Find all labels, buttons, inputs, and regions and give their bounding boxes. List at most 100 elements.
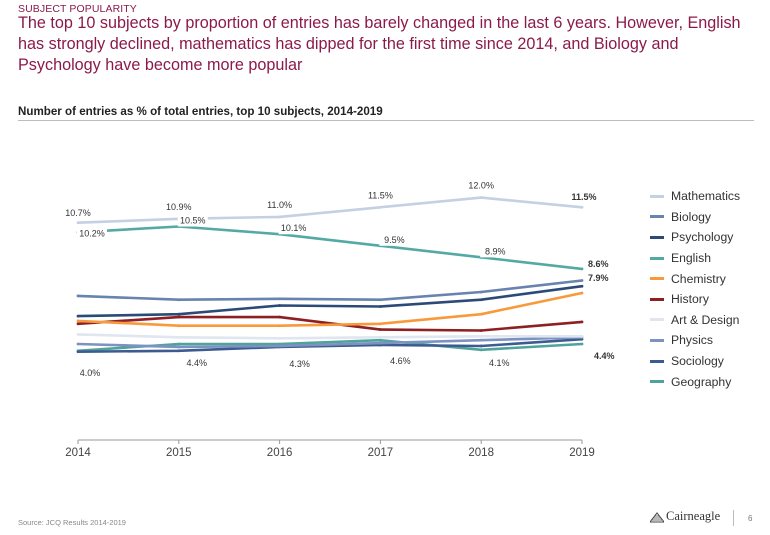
- legend-item-mathematics: Mathematics: [650, 186, 740, 207]
- point-geography-2017: [379, 338, 382, 342]
- point-psychology-2018: [479, 298, 483, 302]
- point-chemistry-2015: [177, 324, 181, 328]
- legend-label-biology: Biology: [671, 209, 711, 224]
- series-line-art-design: [77, 333, 582, 340]
- point-biology-2017: [379, 298, 382, 302]
- x-tick-label-2015: 2015: [166, 447, 192, 459]
- legend-swatch-chemistry: [650, 277, 664, 281]
- legend-label-art-design: Art & Design: [671, 312, 740, 327]
- x-tick-label-2019: 2019: [569, 447, 595, 459]
- chart-subtitle: Number of entries as % of total entries,…: [18, 105, 383, 118]
- subtitle-divider: [18, 120, 754, 121]
- series-line-biology: [77, 279, 583, 302]
- point-biology-2014: [76, 294, 80, 298]
- point-mathematics-2016: [278, 215, 281, 219]
- data-label-mathematics-2015: 10.9%: [166, 202, 192, 212]
- series-line-chemistry: [77, 291, 583, 328]
- point-physics-2017: [379, 341, 382, 345]
- data-label-biology-2019: 8.6%: [588, 259, 609, 269]
- data-label-english-2019: 7.9%: [588, 273, 609, 283]
- legend-item-art-design: Art & Design: [650, 310, 740, 331]
- point-chemistry-2014: [76, 319, 80, 323]
- data-label-mathematics-2018: 12.0%: [468, 181, 494, 191]
- legend-swatch-physics: [650, 338, 664, 342]
- legend-swatch-geography: [650, 380, 664, 384]
- point-art-design-2019: [580, 334, 584, 338]
- data-label-bg-english-2016: [278, 222, 309, 235]
- legend-item-english: English: [650, 248, 740, 269]
- point-geography-2015: [177, 342, 181, 346]
- legend-item-biology: Biology: [650, 207, 740, 228]
- point-mathematics-2017: [379, 205, 382, 209]
- point-art-design-2016: [278, 336, 281, 340]
- legend-label-english: English: [671, 251, 711, 266]
- legend-item-psychology: Psychology: [650, 227, 740, 248]
- point-psychology-2015: [177, 312, 181, 316]
- legend-swatch-sociology: [650, 359, 664, 363]
- data-label-geography-2019: 4.4%: [594, 351, 615, 361]
- series-line-mathematics: [77, 196, 583, 224]
- point-sociology-2015: [177, 349, 181, 353]
- point-psychology-2016: [278, 304, 281, 307]
- x-tick-label-2018: 2018: [468, 447, 494, 459]
- series-line-physics: [77, 336, 583, 349]
- data-label-geography-2017: 4.6%: [390, 356, 411, 366]
- legend-swatch-history: [650, 297, 664, 301]
- legend-swatch-art-design: [650, 318, 664, 322]
- point-chemistry-2017: [379, 322, 382, 326]
- legend-item-sociology: Sociology: [650, 351, 740, 372]
- point-english-2019: [580, 267, 584, 271]
- point-art-design-2014: [76, 333, 80, 336]
- point-history-2017: [379, 328, 382, 331]
- series-line-sociology: [77, 337, 583, 353]
- point-sociology-2018: [479, 344, 483, 348]
- page-headline: The top 10 subjects by proportion of ent…: [18, 14, 741, 74]
- data-label-mathematics-2019: 11.5%: [571, 192, 596, 202]
- point-mathematics-2019: [580, 205, 584, 209]
- point-chemistry-2018: [479, 312, 483, 316]
- legend-label-psychology: Psychology: [671, 230, 734, 245]
- point-history-2015: [177, 315, 181, 319]
- data-label-bg-english-2017: [379, 233, 410, 246]
- legend-swatch-biology: [650, 215, 664, 219]
- point-history-2018: [479, 329, 483, 332]
- legend-label-mathematics: Mathematics: [671, 189, 741, 204]
- legend-label-chemistry: Chemistry: [671, 271, 726, 286]
- legend-item-history: History: [650, 289, 740, 310]
- point-biology-2015: [177, 298, 181, 302]
- section-kicker: SUBJECT POPULARITY: [18, 3, 137, 15]
- point-biology-2018: [479, 290, 483, 294]
- point-art-design-2018: [479, 334, 483, 338]
- legend-swatch-mathematics: [650, 194, 664, 198]
- mountain-icon: [650, 511, 664, 522]
- legend-item-geography: Geography: [650, 371, 740, 392]
- point-physics-2015: [177, 345, 181, 349]
- point-mathematics-2014: [76, 221, 80, 225]
- legend-swatch-english: [650, 256, 664, 260]
- point-mathematics-2018: [479, 196, 483, 200]
- point-physics-2016: [278, 344, 281, 348]
- footer-divider: [733, 510, 734, 526]
- point-physics-2018: [479, 338, 483, 342]
- page-number: 6: [748, 514, 753, 523]
- data-label-geography-2014: 4.0%: [80, 368, 101, 378]
- data-label-mathematics-2017: 11.5%: [368, 190, 393, 200]
- point-biology-2016: [278, 297, 281, 301]
- legend-item-physics: Physics: [650, 330, 740, 351]
- series-line-psychology: [77, 284, 583, 318]
- data-label-english-2016: 10.1%: [281, 223, 307, 233]
- company-logo: Cairneagle: [650, 509, 720, 524]
- data-label-english-2017: 9.5%: [384, 235, 405, 245]
- chart-legend: Mathematics Biology Psychology English Chemi…: [650, 186, 740, 392]
- data-label-english-2015: 10.5%: [180, 216, 206, 226]
- legend-item-chemistry: Chemistry: [650, 268, 740, 289]
- point-chemistry-2016: [278, 324, 281, 328]
- point-psychology-2014: [76, 314, 80, 318]
- point-geography-2018: [479, 348, 483, 352]
- legend-label-sociology: Sociology: [671, 354, 724, 369]
- point-history-2019: [580, 320, 584, 324]
- point-art-design-2015: [177, 335, 181, 339]
- x-tick-label-2017: 2017: [368, 447, 394, 459]
- point-biology-2019: [580, 279, 584, 282]
